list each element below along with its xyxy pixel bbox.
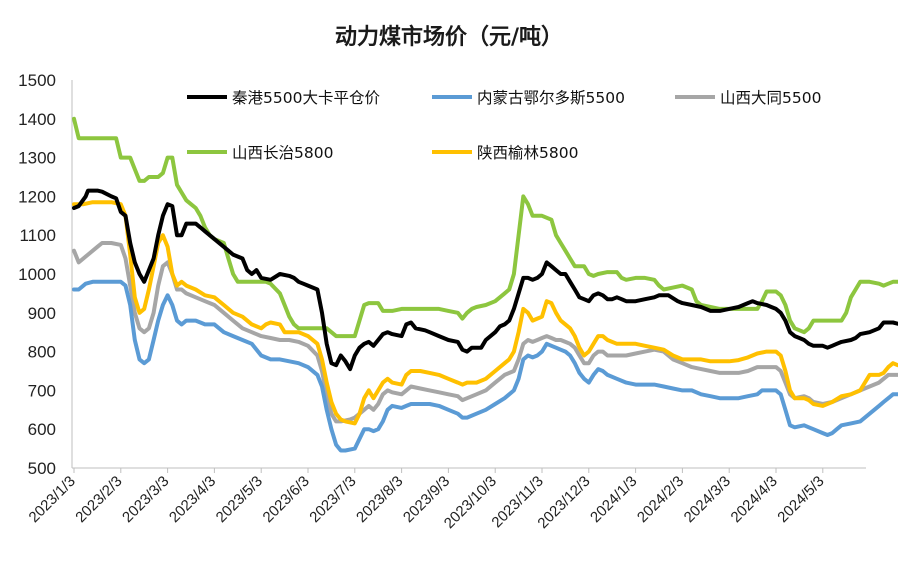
x-axis: 2023/1/32023/2/32023/3/32023/4/32023/5/3… (26, 467, 866, 532)
x-tick-label: 2023/4/3 (166, 473, 219, 526)
series-line-2 (72, 241, 898, 424)
legend-label-3: 山西长治5800 (232, 144, 333, 162)
legend-label-1: 内蒙古鄂尔多斯5500 (477, 89, 625, 107)
series-line-4 (72, 200, 898, 426)
y-tick-label: 1300 (18, 149, 56, 168)
y-tick-label: 1000 (18, 265, 56, 284)
series-lines (72, 116, 898, 453)
chart-title: 动力煤市场价（元/吨） (335, 24, 563, 50)
y-tick-label: 500 (28, 459, 56, 478)
legend-label-0: 秦港5500大卡平仓价 (232, 89, 380, 107)
x-tick-label: 2023/8/3 (353, 473, 406, 526)
y-tick-label: 700 (28, 381, 56, 400)
x-tick-label: 2023/3/3 (119, 473, 172, 526)
x-tick-label: 2024/2/3 (634, 473, 687, 526)
x-tick-label: 2023/1/3 (26, 473, 79, 526)
x-tick-label: 2024/1/3 (587, 473, 640, 526)
y-tick-label: 1500 (18, 71, 56, 90)
y-tick-label: 800 (28, 343, 56, 362)
y-tick-label: 900 (28, 304, 56, 323)
legend-label-4: 陕西榆林5800 (477, 144, 578, 162)
x-tick-label: 2024/3/3 (681, 473, 734, 526)
x-tick-label: 2024/5/3 (774, 473, 827, 526)
y-tick-label: 600 (28, 420, 56, 439)
legend-label-2: 山西大同5500 (720, 89, 821, 107)
x-tick-label: 2023/6/3 (260, 473, 313, 526)
y-axis: 500 600 700 800 900 1000 1100 1200 1300 1400 1500 (18, 71, 73, 478)
x-tick-label: 2023/2/3 (72, 473, 125, 526)
series-line-0 (72, 188, 898, 372)
y-tick-label: 1400 (18, 110, 56, 129)
x-tick-label: 2023/5/3 (213, 473, 266, 526)
y-tick-label: 1100 (19, 226, 56, 245)
x-tick-label: 2023/7/3 (306, 473, 359, 526)
series-line-1 (72, 279, 898, 453)
x-tick-label: 2024/4/3 (728, 473, 781, 526)
y-tick-label: 1200 (18, 187, 56, 206)
legend: 秦港5500大卡平仓价 内蒙古鄂尔多斯5500 山西大同5500 山西长治5800 陕西… (187, 89, 821, 162)
series-line-3 (72, 116, 898, 339)
